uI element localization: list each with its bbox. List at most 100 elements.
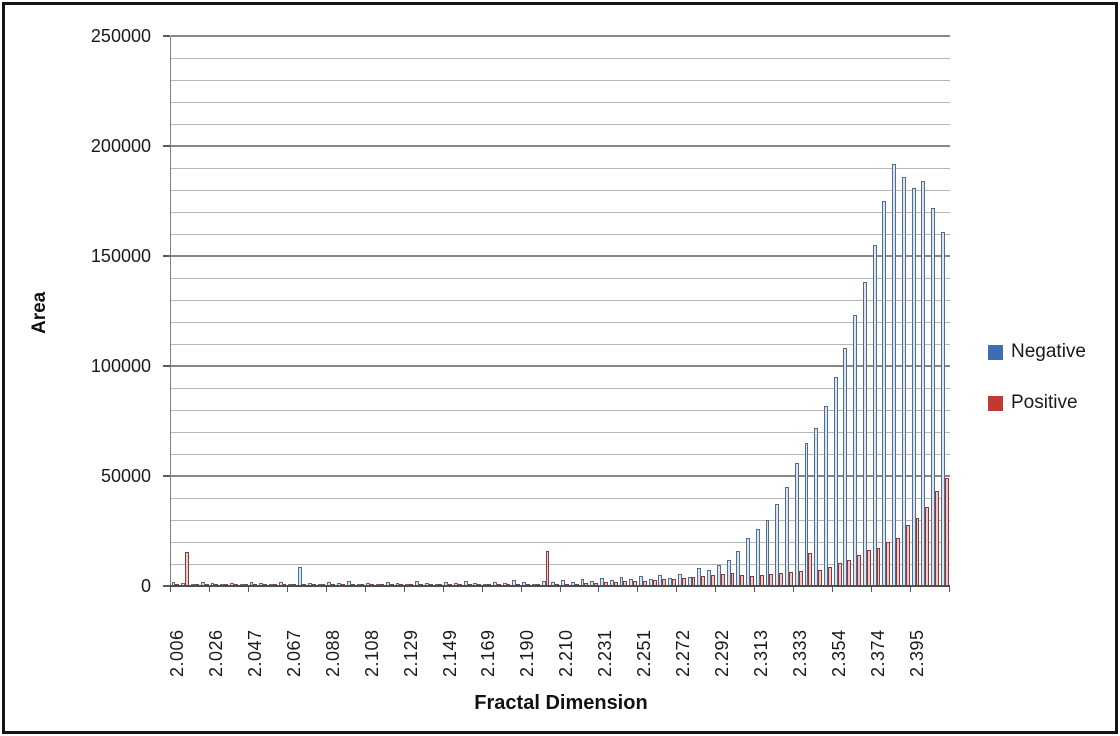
x-axis-tick xyxy=(637,587,639,592)
minor-gridline xyxy=(171,453,950,455)
legend-swatch-positive xyxy=(988,395,1003,411)
x-axis-tick xyxy=(325,587,327,592)
bar-negative xyxy=(824,405,828,586)
x-axis-tick xyxy=(520,587,522,592)
bar-positive xyxy=(808,553,813,586)
y-axis-tick xyxy=(163,35,170,37)
minor-gridline xyxy=(171,321,950,323)
x-axis-tick xyxy=(247,587,249,592)
minor-gridline xyxy=(171,123,950,125)
x-axis-tick xyxy=(442,587,444,592)
x-axis-tick xyxy=(676,587,678,592)
bar-positive xyxy=(818,569,823,586)
bar-negative xyxy=(853,315,858,586)
bar-positive xyxy=(905,525,910,586)
minor-gridline xyxy=(171,79,950,81)
x-axis-tick xyxy=(208,587,210,592)
bar-positive xyxy=(545,551,550,586)
legend: Negative Positive xyxy=(988,341,1086,443)
y-axis-tick xyxy=(163,365,170,367)
bar-negative xyxy=(833,377,838,586)
bar-positive xyxy=(837,562,842,586)
x-axis-tick xyxy=(598,587,600,592)
x-axis-tick xyxy=(481,587,483,592)
x-axis-label: 2.169 xyxy=(478,629,499,677)
legend-label-negative: Negative xyxy=(1011,341,1086,362)
x-axis-label: 2.047 xyxy=(244,629,265,677)
minor-gridline xyxy=(171,299,950,301)
x-axis-label: 2.374 xyxy=(867,629,888,677)
x-axis-tick xyxy=(364,587,366,592)
x-axis-tick xyxy=(832,587,834,592)
minor-gridline xyxy=(171,167,950,169)
x-axis-label: 2.108 xyxy=(361,629,382,677)
x-axis-label: 2.190 xyxy=(517,629,538,677)
x-axis-label: 2.292 xyxy=(712,629,733,677)
x-axis-label: 2.026 xyxy=(205,629,226,677)
bar-positive xyxy=(876,548,881,586)
minor-gridline xyxy=(171,387,950,389)
bar-positive xyxy=(886,541,891,586)
major-gridline xyxy=(171,475,950,477)
y-axis-tick xyxy=(163,585,170,587)
x-axis-tick xyxy=(754,587,756,592)
x-axis-tick xyxy=(286,587,288,592)
minor-gridline xyxy=(171,233,950,235)
legend-item-negative: Negative xyxy=(988,341,1086,363)
x-axis-label: 2.354 xyxy=(829,629,850,677)
bar-negative xyxy=(872,245,877,586)
bar-positive xyxy=(788,571,793,586)
x-axis-label: 2.333 xyxy=(790,629,811,677)
x-axis-tick xyxy=(910,587,912,592)
minor-gridline xyxy=(171,431,950,433)
minor-gridline xyxy=(171,519,950,521)
x-axis-title: Fractal Dimension xyxy=(474,692,648,714)
y-axis-title: Area xyxy=(29,291,50,335)
x-axis-label: 2.231 xyxy=(595,629,616,677)
minor-gridline xyxy=(171,409,950,411)
bar-negative xyxy=(794,462,799,586)
bar-positive xyxy=(847,559,852,586)
y-axis-label: 200000 xyxy=(90,136,151,156)
x-axis-label: 2.395 xyxy=(906,629,927,677)
y-axis-tick xyxy=(163,475,170,477)
major-gridline xyxy=(171,35,950,37)
bar-negative xyxy=(892,163,897,586)
legend-label-positive: Positive xyxy=(1011,392,1078,413)
bar-positive xyxy=(915,517,920,586)
minor-gridline xyxy=(171,343,950,345)
x-axis-line xyxy=(170,585,950,587)
minor-gridline xyxy=(171,211,950,213)
bar-positive xyxy=(866,550,871,586)
bar-negative xyxy=(862,282,867,586)
minor-gridline xyxy=(171,101,950,103)
major-gridline xyxy=(171,145,950,147)
bar-negative xyxy=(843,348,848,586)
bar-negative xyxy=(814,427,819,586)
x-axis-tick xyxy=(403,587,405,592)
minor-gridline xyxy=(171,497,950,499)
bar-positive xyxy=(944,478,949,586)
minor-gridline xyxy=(171,563,950,565)
x-axis-label: 2.210 xyxy=(556,629,577,677)
x-axis-label: 2.313 xyxy=(751,629,772,677)
x-axis-label: 2.088 xyxy=(322,629,343,677)
x-axis-tick xyxy=(715,587,717,592)
bar-negative xyxy=(882,201,887,586)
bar-positive xyxy=(827,567,832,586)
y-axis-label: 0 xyxy=(140,576,151,596)
legend-swatch-negative xyxy=(988,344,1003,360)
major-gridline xyxy=(171,255,950,257)
bar-positive xyxy=(925,506,930,586)
y-axis-label: 50000 xyxy=(100,466,151,486)
minor-gridline xyxy=(171,189,950,191)
bar-positive xyxy=(185,551,190,586)
y-axis-tick xyxy=(163,255,170,257)
minor-gridline xyxy=(171,541,950,543)
bar-chart: Area Fractal Dimension Negative Positive… xyxy=(5,5,1115,731)
x-axis-tick xyxy=(793,587,795,592)
minor-gridline xyxy=(171,57,950,59)
x-axis-tick xyxy=(949,587,950,592)
legend-item-positive: Positive xyxy=(988,392,1086,414)
